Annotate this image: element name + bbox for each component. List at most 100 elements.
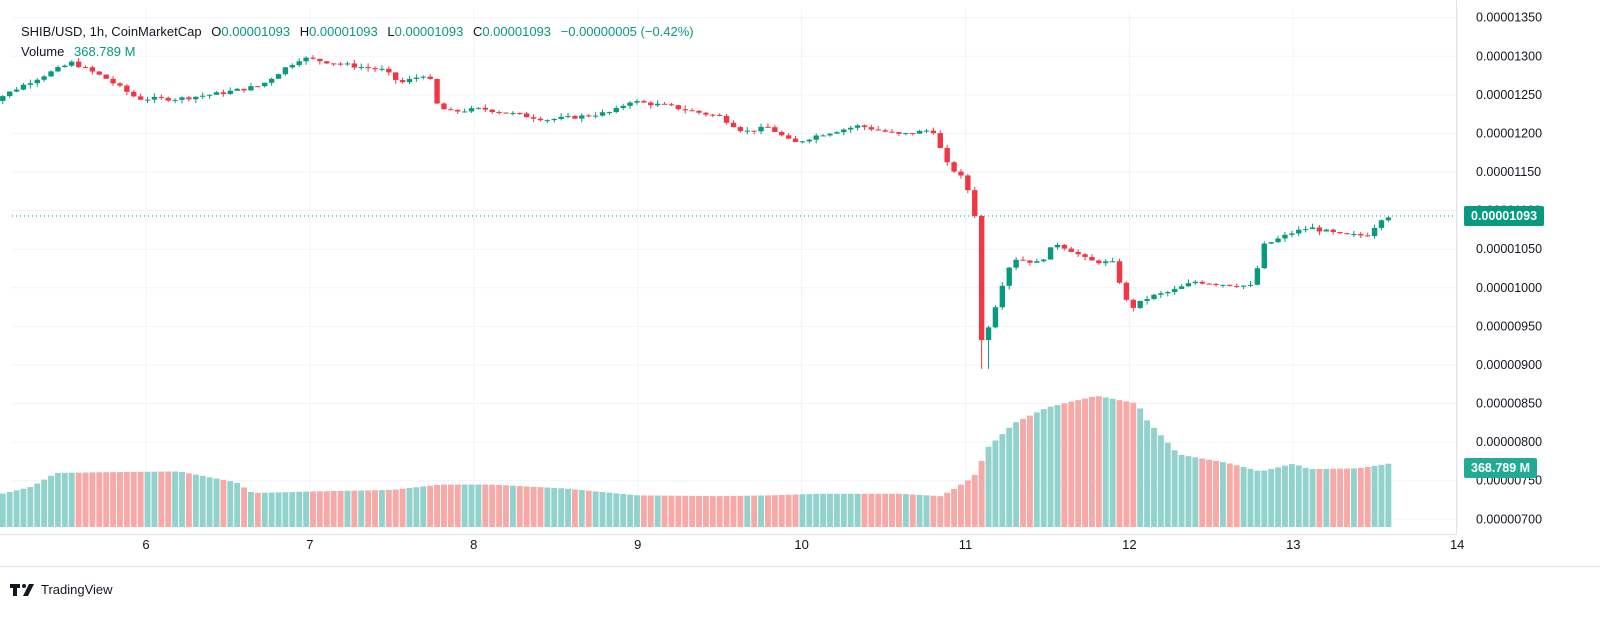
candle-body (1268, 242, 1274, 244)
y-tick-label: 0.00001000 (1476, 281, 1542, 295)
candle-body (517, 112, 523, 114)
volume-bar (468, 484, 475, 527)
candle-body (958, 171, 964, 176)
candle-body (696, 110, 702, 113)
candle-body (854, 125, 861, 128)
volume-bar (172, 471, 179, 527)
volume-bar (634, 495, 640, 527)
candle-body (372, 68, 378, 70)
candle-body (785, 135, 792, 139)
candle-body (186, 97, 192, 100)
candle-body (1158, 293, 1164, 295)
candle-body (172, 99, 178, 101)
volume-bar (179, 472, 185, 527)
volume-bar (158, 471, 165, 527)
volume-bar (1102, 397, 1109, 527)
volume-bar (275, 492, 282, 527)
volume-bar (806, 494, 813, 527)
candle-body (799, 141, 806, 143)
x-tick-label: 11 (959, 537, 973, 552)
volume-bar (351, 490, 358, 527)
candle-body (978, 215, 985, 341)
candle-body (599, 112, 606, 116)
chart-legend: SHIB/USD, 1h, CoinMarketCap O0.00001093 … (21, 22, 694, 62)
volume-bar (1254, 470, 1261, 527)
candle-body (1034, 261, 1040, 263)
volume-bar (1192, 457, 1199, 527)
candle-body (1047, 247, 1054, 260)
volume-label[interactable]: Volume (21, 44, 65, 59)
symbol-label[interactable]: SHIB/USD, 1h, CoinMarketCap (21, 24, 202, 39)
volume-bar (0, 493, 6, 527)
candle-body (1220, 284, 1226, 286)
x-tick-label: 7 (306, 537, 313, 552)
candle-body (455, 109, 461, 112)
candle-body (737, 127, 744, 132)
candle-body (1130, 299, 1136, 308)
volume-bar (916, 494, 923, 527)
volume-bar (599, 492, 606, 527)
volume-bar (144, 471, 151, 527)
volume-bar (875, 493, 882, 527)
volume-bar (103, 472, 110, 527)
volume-bar (889, 493, 895, 527)
open-value: 0.00001093 (221, 24, 291, 39)
volume-bar (1378, 464, 1385, 527)
volume-bar (1323, 468, 1330, 527)
candle-body (1330, 229, 1336, 233)
volume-bar (1288, 464, 1295, 527)
candle-body (6, 91, 13, 97)
candle-body (551, 118, 557, 121)
volume-bar (509, 485, 516, 527)
volume-bar (1302, 467, 1309, 527)
x-tick-label: 10 (794, 537, 808, 552)
candle-body (1234, 285, 1240, 287)
volume-bar (758, 495, 765, 527)
volume-bar (372, 490, 378, 527)
volume-bar (337, 490, 344, 527)
candle-body (1199, 281, 1205, 284)
candle-body (1227, 284, 1233, 286)
volume-bar (96, 472, 103, 527)
candle-body (847, 127, 854, 130)
volume-bar (813, 493, 820, 527)
candle-body (544, 120, 551, 122)
volume-bar (999, 434, 1006, 527)
candle-body (654, 103, 661, 106)
candle-body (310, 57, 316, 59)
candle-body (96, 71, 102, 75)
volume-bar (709, 496, 716, 527)
volume-bar (833, 493, 840, 527)
volume-bar (820, 493, 827, 527)
candle-body (689, 110, 695, 112)
candle-body (779, 131, 785, 136)
volume-bar (61, 472, 68, 527)
x-tick-label: 14 (1450, 537, 1464, 552)
candle-body (1240, 285, 1247, 287)
candle-body (875, 129, 881, 131)
volume-bar (702, 496, 709, 527)
volume-bar (523, 486, 530, 527)
candle-body (627, 102, 633, 106)
volume-bar (930, 495, 937, 527)
candle-body (1116, 261, 1123, 283)
tradingview-footer[interactable]: TradingView (10, 582, 113, 597)
volume-bar (1268, 468, 1275, 527)
candle-body (496, 112, 502, 114)
candle-body (1289, 233, 1295, 235)
candle-body (634, 101, 640, 103)
volume-bar (958, 484, 964, 527)
candle-body (682, 109, 688, 111)
candle-body (1178, 286, 1185, 289)
volume-bar (1157, 435, 1164, 527)
candle-body (1247, 284, 1254, 286)
volume-bar (34, 483, 41, 527)
x-tick-label: 9 (634, 537, 641, 552)
candle-body (620, 105, 626, 108)
volume-bar (571, 489, 578, 527)
candle-body (1165, 292, 1171, 294)
volume-bar (489, 484, 496, 527)
candle-body (1171, 288, 1178, 293)
